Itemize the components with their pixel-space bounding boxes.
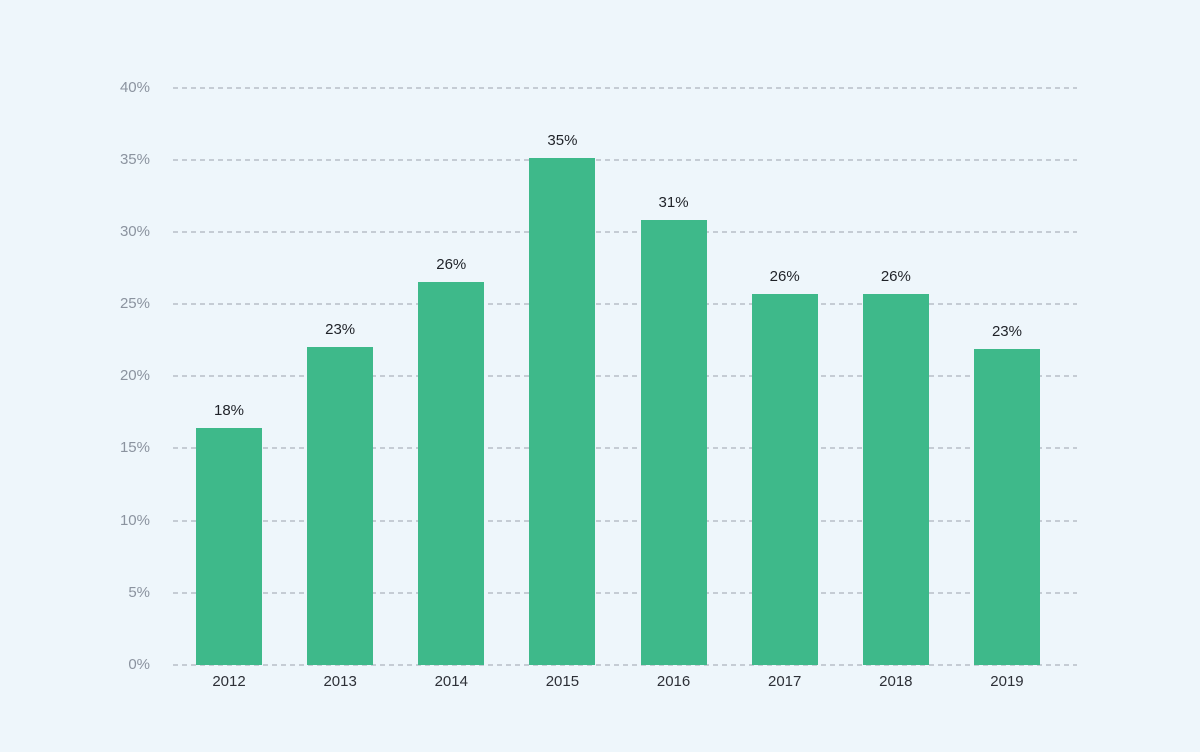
gridline-35%	[173, 158, 1077, 161]
bar-value-label: 31%	[658, 194, 689, 212]
bar-value-label: 26%	[880, 267, 911, 285]
bar-value-label: 23%	[325, 321, 356, 339]
y-axis-tick-label: 40%	[119, 78, 150, 96]
gridline-25%	[173, 303, 1077, 306]
y-axis-tick-label: 25%	[119, 295, 150, 313]
gridline-30%	[173, 230, 1077, 233]
y-axis-tick-label: 5%	[128, 583, 150, 601]
gridline-15%	[173, 447, 1077, 450]
bar-2013	[307, 347, 374, 665]
x-axis-tick-label-2018: 2018	[879, 673, 913, 690]
bar-value-label: 35%	[547, 132, 578, 150]
x-axis-tick-label-2016: 2016	[656, 673, 691, 690]
gridline-40%	[173, 86, 1077, 89]
bar-2016	[640, 220, 707, 665]
y-axis-tick-label: 10%	[119, 511, 150, 529]
x-axis-tick-label-2019: 2019	[990, 673, 1024, 690]
bar-value-label: 26%	[769, 267, 800, 285]
bar-value-label: 26%	[436, 256, 467, 274]
x-axis-tick-label-2013: 2013	[323, 673, 357, 690]
bar-2015	[529, 158, 596, 665]
y-axis-tick-label: 15%	[119, 439, 150, 457]
gridline-10%	[173, 519, 1077, 522]
x-axis-tick-label-2014: 2014	[434, 673, 468, 690]
bar-2014	[418, 282, 485, 665]
y-axis-tick-label: 20%	[119, 367, 150, 385]
bar-2017	[751, 293, 818, 665]
bar-2012	[196, 428, 262, 665]
y-axis-tick-label: 0%	[128, 656, 150, 673]
bar-2018	[862, 293, 929, 665]
y-axis-tick-label: 35%	[119, 150, 150, 168]
x-axis-tick-label-2017: 2017	[768, 673, 802, 690]
bar-2019	[973, 348, 1040, 665]
gridline-0%	[173, 664, 1077, 666]
gridline-20%	[173, 375, 1077, 378]
x-axis-tick-label-2012: 2012	[212, 673, 246, 690]
bar-value-label: 23%	[991, 322, 1022, 340]
x-axis-tick-label-2015: 2015	[545, 673, 580, 690]
bar-value-label: 18%	[213, 402, 245, 420]
y-axis-tick-label: 30%	[119, 222, 150, 240]
gridline-5%	[173, 591, 1077, 594]
